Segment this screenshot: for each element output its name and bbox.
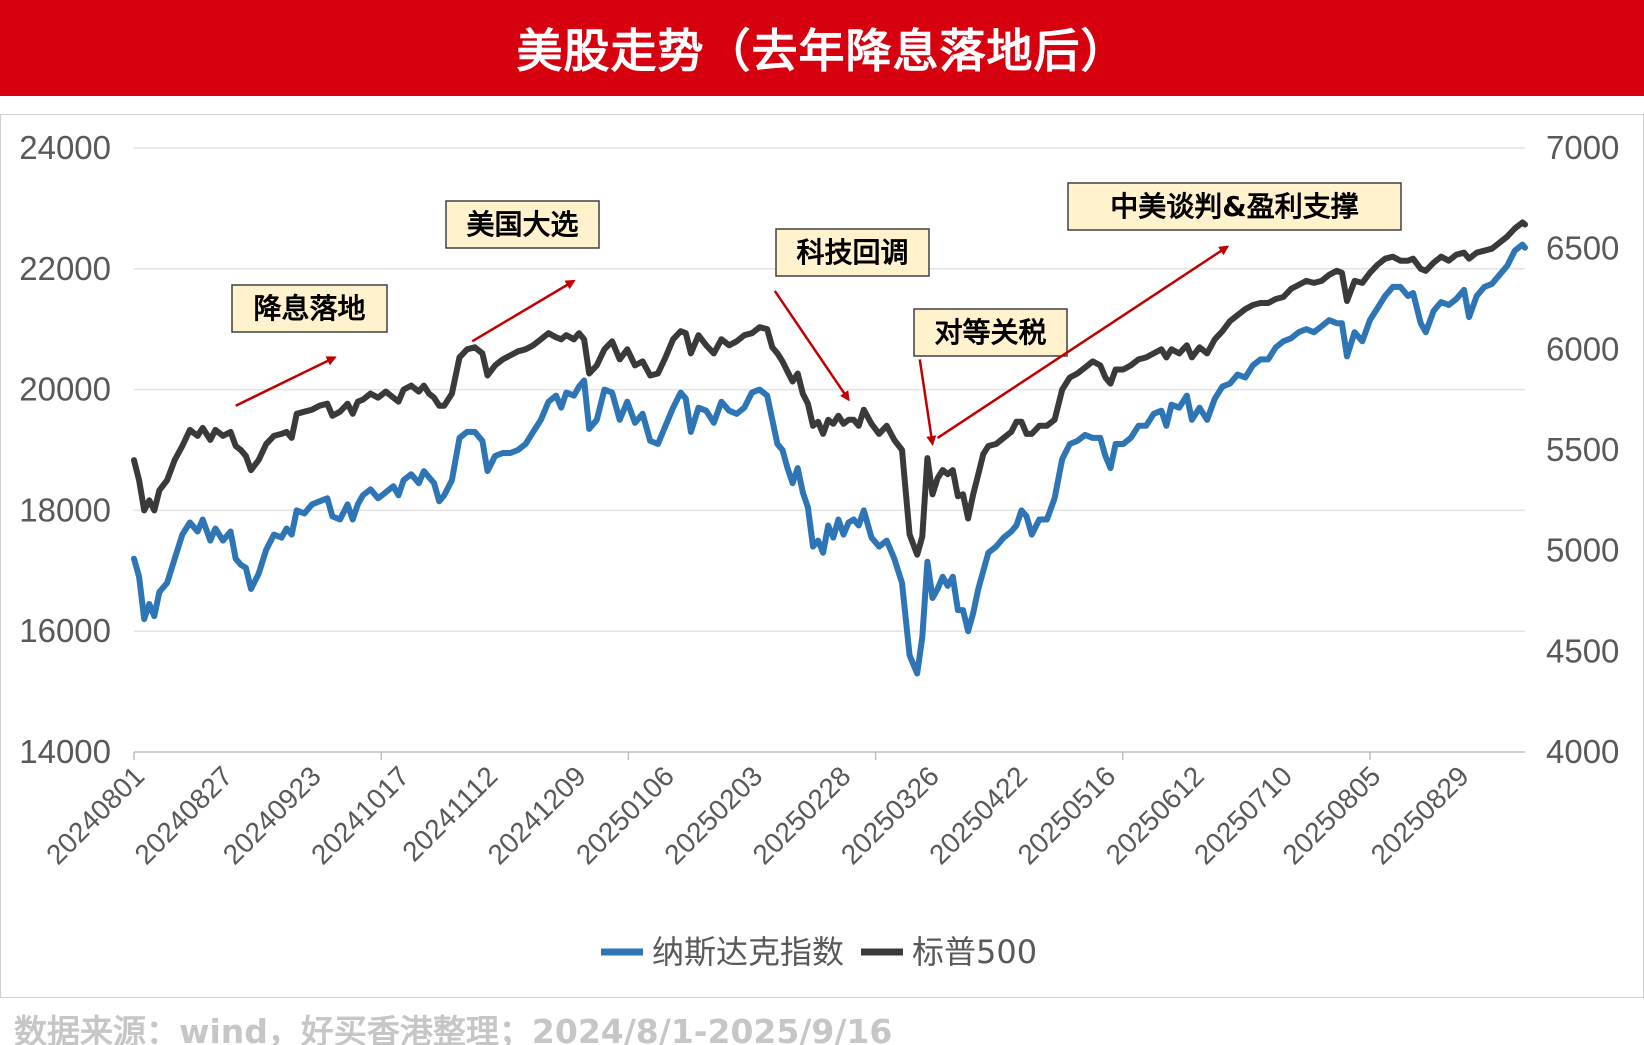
header-banner: 美股走势（去年降息落地后） — [0, 0, 1644, 96]
x-tick: 20241017 — [305, 760, 415, 870]
legend-label-nasdaq: 纳斯达克指数 — [652, 933, 844, 971]
y-left-tick-label: 22000 — [19, 250, 111, 287]
y-right-tick-label: 4500 — [1546, 632, 1619, 669]
chart-title: 美股走势（去年降息落地后） — [516, 24, 1128, 78]
x-axis: 2024080120240827202409232024101720241112… — [40, 752, 1475, 870]
y-right-tick-label: 5000 — [1546, 532, 1619, 569]
annotation-box — [231, 284, 388, 333]
series-group — [131, 219, 1528, 677]
legend-label-sp500: 标普500 — [912, 933, 1037, 971]
y-left-tick-label: 16000 — [19, 612, 111, 649]
y-right-tick-label: 6500 — [1546, 230, 1619, 267]
annotation-arrow — [936, 245, 1230, 439]
series-line-nasdaq — [131, 241, 1528, 677]
line-chart: 14000 16000 18000 20000 22000 24000 4000 4500 5… — [19, 129, 1619, 971]
y-right-tick-label: 5500 — [1546, 431, 1619, 468]
annotation-label: 降息落地 — [253, 292, 365, 325]
y-axis-left: 14000 16000 18000 20000 22000 24000 — [19, 129, 111, 770]
legend: 纳斯达克指数 标普500 — [601, 933, 1037, 971]
annotation-box — [1067, 182, 1402, 231]
annotation-box — [913, 308, 1068, 357]
annotation-label: 中美谈判&盈利支撑 — [1110, 190, 1358, 223]
annotation-arrow — [471, 279, 576, 343]
annotation-arrow — [235, 356, 337, 407]
annotation-arrow — [918, 359, 937, 446]
y-left-tick-label: 24000 — [19, 129, 111, 166]
x-tick-label: 20241017 — [305, 760, 415, 870]
y-right-tick-label: 4000 — [1546, 733, 1619, 770]
annotation-box — [775, 228, 930, 277]
series-line-sp500 — [131, 219, 1528, 558]
annotation-label: 对等关税 — [934, 316, 1046, 349]
annotation-label: 美国大选 — [466, 208, 578, 241]
y-left-tick-label: 20000 — [19, 371, 111, 408]
x-tick: 20250829 — [1365, 760, 1475, 870]
y-left-tick-label: 18000 — [19, 491, 111, 528]
y-left-tick-label: 14000 — [19, 733, 111, 770]
chart-panel: 14000 16000 18000 20000 22000 24000 4000 4500 5… — [0, 114, 1644, 998]
annotation-arrow — [773, 290, 850, 402]
y-axis-right: 4000 4500 5000 5500 6000 6500 7000 — [1546, 129, 1619, 770]
y-right-tick-label: 6000 — [1546, 330, 1619, 367]
source-note: 数据来源：wind，好买香港整理；2024/8/1-2025/9/16 — [14, 1012, 893, 1045]
annotation-label: 科技回调 — [796, 236, 908, 269]
x-tick-label: 20250829 — [1365, 760, 1475, 870]
annotation-box — [445, 200, 600, 249]
y-right-tick-label: 7000 — [1546, 129, 1619, 166]
